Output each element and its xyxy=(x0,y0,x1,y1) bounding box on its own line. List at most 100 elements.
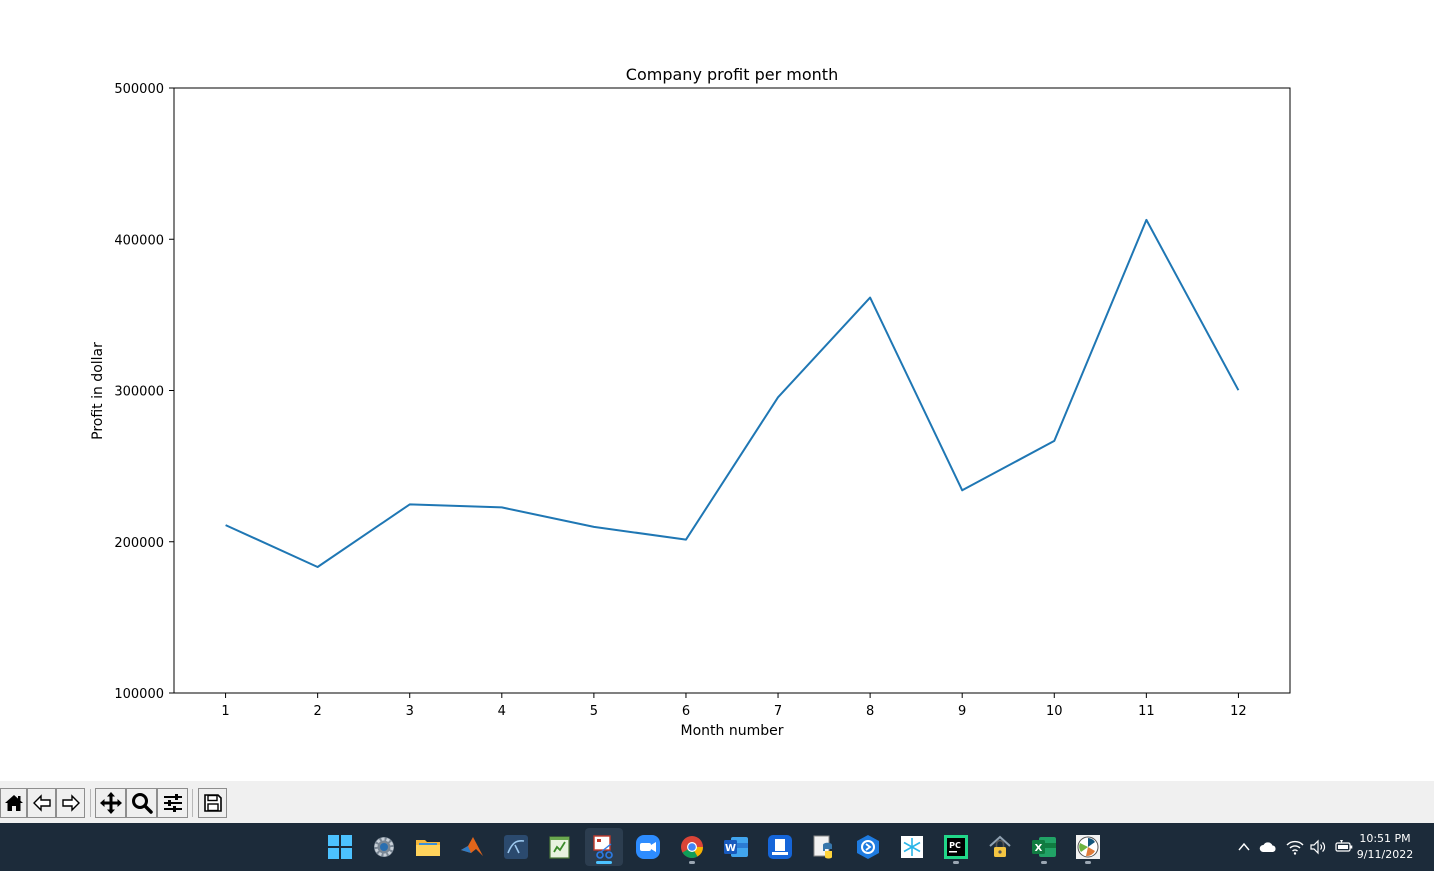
taskbar-app-notepad[interactable] xyxy=(541,828,579,866)
taskbar-app-settings[interactable] xyxy=(365,828,403,866)
forward-arrow-icon xyxy=(61,794,80,812)
x-tick-label: 8 xyxy=(866,704,874,719)
toolbar-separator xyxy=(90,789,91,817)
x-tick-label: 10 xyxy=(1046,704,1063,719)
x-axis-ticks: 1 2 3 4 5 6 7 8 9 10 11 12 xyxy=(221,693,1247,719)
figure-canvas: Company profit per month 100000 200000 300… xyxy=(90,65,1291,739)
taskbar-app-python[interactable] xyxy=(805,828,843,866)
taskbar-app-matlab[interactable] xyxy=(453,828,491,866)
file-explorer-icon xyxy=(416,840,440,856)
svg-text:X: X xyxy=(1035,843,1043,854)
taskbar-app-matplotlib-figure[interactable] xyxy=(1069,828,1107,866)
clock-time: 10:51 PM xyxy=(1359,832,1411,845)
y-axis-label: Profit in dollar xyxy=(90,342,106,440)
matplotlib-figure-icon xyxy=(1076,835,1100,859)
mysql-workbench-icon xyxy=(504,835,528,859)
tray-onedrive[interactable] xyxy=(1258,837,1278,857)
frame-icon xyxy=(768,835,792,859)
back-arrow-icon xyxy=(32,794,51,812)
matlab-icon xyxy=(461,837,483,856)
back-button[interactable] xyxy=(27,788,56,818)
chart-title: Company profit per month xyxy=(626,65,838,84)
wifi-icon xyxy=(1286,840,1304,855)
y-tick-label: 300000 xyxy=(114,385,164,400)
windows-start-icon xyxy=(328,835,352,859)
pan-button[interactable] xyxy=(95,788,126,818)
save-icon xyxy=(203,794,222,812)
x-tick-label: 11 xyxy=(1138,704,1155,719)
y-axis-ticks: 100000 200000 300000 400000 500000 xyxy=(114,82,174,702)
taskbar-app-excel[interactable]: X xyxy=(1025,828,1063,866)
x-axis-label: Month number xyxy=(681,723,784,739)
axes-frame xyxy=(173,87,1291,694)
svg-text:W: W xyxy=(725,843,736,854)
speaker-icon xyxy=(1310,839,1326,855)
y-tick-label: 200000 xyxy=(114,536,164,551)
configure-subplots-button[interactable] xyxy=(157,788,188,818)
battery-icon xyxy=(1335,840,1353,852)
tray-volume[interactable] xyxy=(1308,837,1328,857)
x-tick-label: 5 xyxy=(590,704,598,719)
zoom-icon xyxy=(636,835,660,859)
x-tick-label: 1 xyxy=(221,704,229,719)
pan-icon xyxy=(99,792,122,814)
snowflake-icon xyxy=(901,836,923,858)
taskbar-app-frame[interactable] xyxy=(761,828,799,866)
y-tick-label: 400000 xyxy=(114,233,164,248)
python-icon xyxy=(813,835,832,859)
notepad-icon xyxy=(549,836,570,859)
y-tick-label: 100000 xyxy=(114,687,164,702)
taskbar-app-zoom[interactable] xyxy=(629,828,667,866)
y-tick-label: 500000 xyxy=(114,82,164,97)
x-tick-label: 9 xyxy=(958,704,966,719)
figure-toolbar xyxy=(0,781,1434,823)
x-tick-label: 2 xyxy=(314,704,322,719)
open-app-indicator xyxy=(1085,861,1091,864)
taskbar-clock[interactable]: 10:51 PM 9/11/2022 xyxy=(1350,831,1420,863)
taskbar-app-chrome[interactable] xyxy=(673,828,711,866)
taskbar-app-word[interactable]: W xyxy=(717,828,755,866)
active-app-indicator xyxy=(596,861,612,864)
tray-overflow-button[interactable] xyxy=(1234,837,1254,857)
open-app-indicator xyxy=(1041,861,1047,864)
tray-wifi[interactable] xyxy=(1285,837,1305,857)
excel-icon: X xyxy=(1032,837,1056,857)
home-button[interactable] xyxy=(0,788,27,818)
save-button[interactable] xyxy=(198,788,227,818)
magnifier-icon xyxy=(131,793,153,814)
pycharm-icon: PC xyxy=(944,835,968,859)
taskbar-app-bitwarden[interactable] xyxy=(849,828,887,866)
taskbar-app-snipping-tool[interactable] xyxy=(585,828,623,866)
home-icon xyxy=(4,795,23,811)
tray-battery[interactable] xyxy=(1334,837,1354,857)
profit-series-line xyxy=(225,218,1240,568)
x-tick-label: 6 xyxy=(682,704,690,719)
onedrive-icon xyxy=(1259,842,1276,852)
x-tick-label: 7 xyxy=(774,704,782,719)
open-app-indicator xyxy=(953,861,959,864)
taskbar-app-mysql-workbench[interactable] xyxy=(497,828,535,866)
x-tick-label: 4 xyxy=(498,704,506,719)
forward-button[interactable] xyxy=(56,788,85,818)
snipping-tool-icon xyxy=(593,835,613,859)
chrome-icon xyxy=(681,836,703,858)
toolbar-separator xyxy=(192,789,193,817)
taskbar-app-vpn[interactable] xyxy=(981,828,1019,866)
line-chart: Company profit per month 100000 200000 300… xyxy=(90,65,1291,739)
x-tick-label: 3 xyxy=(406,704,414,719)
open-app-indicator xyxy=(689,861,695,864)
taskbar-start-button[interactable] xyxy=(321,828,359,866)
settings-icon xyxy=(374,837,394,857)
word-icon: W xyxy=(724,837,748,857)
vpn-lock-icon xyxy=(989,835,1011,857)
taskbar-app-pycharm[interactable]: PC xyxy=(937,828,975,866)
zoom-button[interactable] xyxy=(126,788,157,818)
svg-text:PC: PC xyxy=(949,841,961,850)
configure-subplots-icon xyxy=(163,794,182,812)
taskbar-app-file-explorer[interactable] xyxy=(409,828,447,866)
x-tick-label: 12 xyxy=(1230,704,1247,719)
clock-date: 9/11/2022 xyxy=(1356,848,1414,861)
bitwarden-icon xyxy=(857,835,879,859)
taskbar-app-snowflake[interactable] xyxy=(893,828,931,866)
windows-taskbar: W PC xyxy=(0,823,1434,871)
